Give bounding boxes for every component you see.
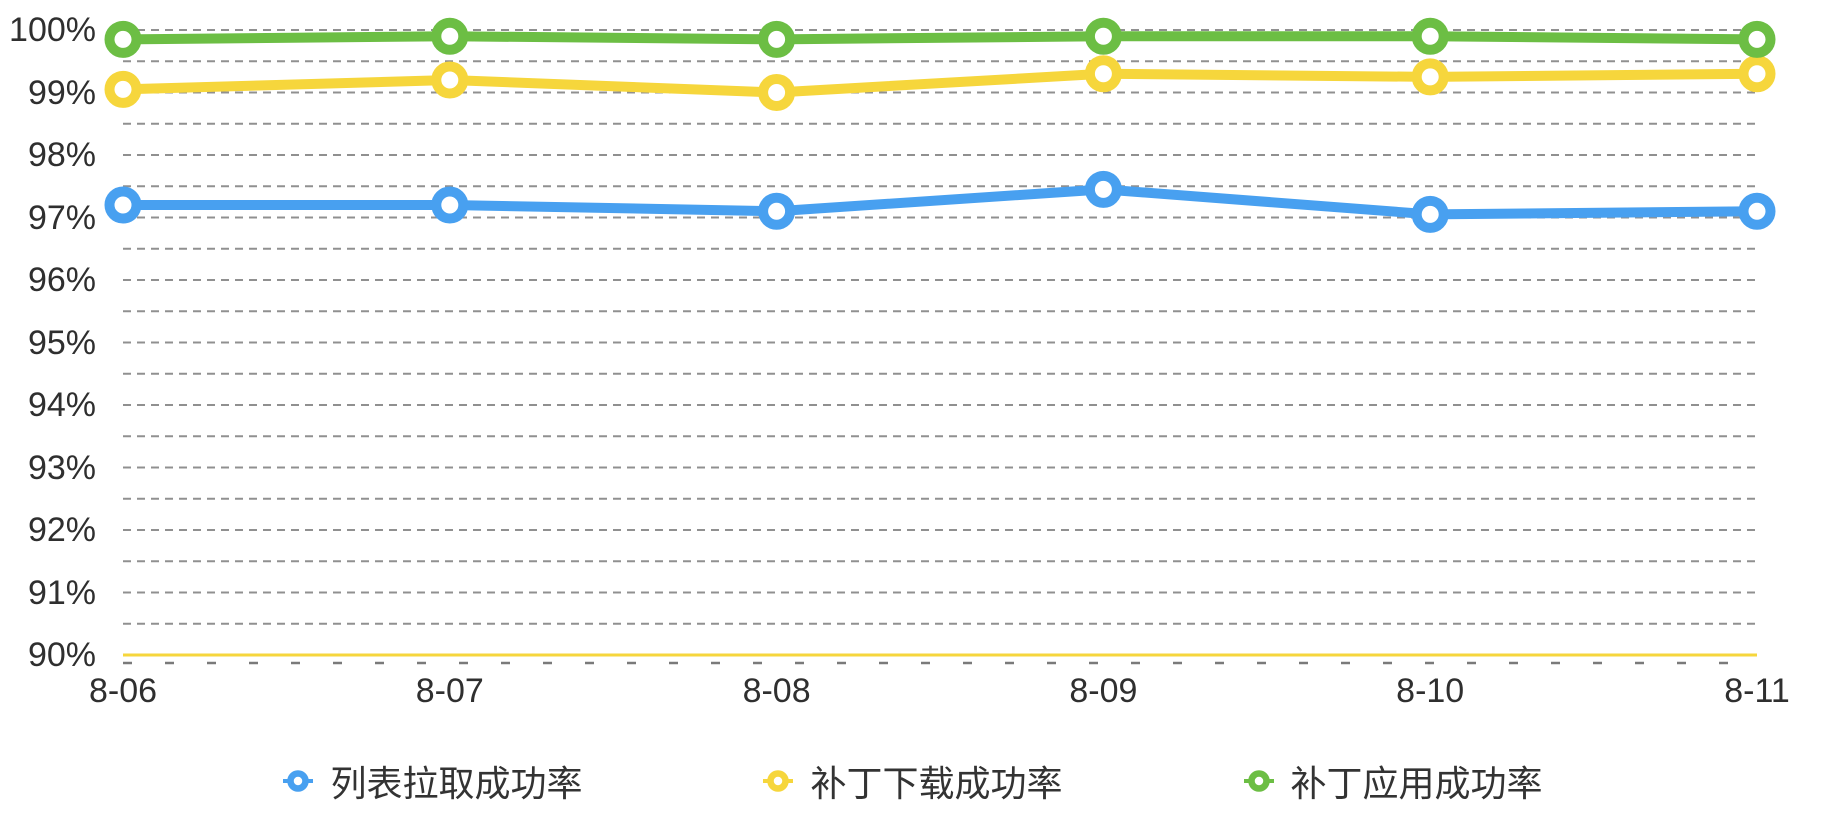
data-point-patch-apply-success-rate-8-10 [1411, 17, 1449, 55]
x-axis-label-8-07: 8-07 [415, 672, 484, 710]
y-axis-label-92: 92% [27, 511, 96, 549]
data-point-list-pull-success-rate-8-09 [1084, 170, 1122, 208]
legend-label-list-pull-success-rate: 列表拉取成功率 [330, 763, 583, 804]
data-point-patch-download-success-rate-8-09 [1084, 55, 1122, 93]
legend-item-patch-apply-success-rate[interactable]: 补丁应用成功率 [1243, 755, 1543, 807]
y-axis-label-95: 95% [27, 323, 96, 362]
data-point-patch-apply-success-rate-8-08 [758, 20, 796, 58]
legend-ring-marker-icon [763, 770, 794, 792]
data-point-list-pull-success-rate-8-07 [431, 186, 469, 224]
series-patch-apply-success-rate [104, 17, 1776, 58]
x-axis-label-8-11: 8-11 [1724, 672, 1790, 710]
legend-label-patch-apply-success-rate: 补丁应用成功率 [1290, 763, 1543, 804]
x-axis-label-8-08: 8-08 [742, 672, 811, 710]
data-point-patch-apply-success-rate-8-09 [1084, 17, 1122, 55]
y-axis-label-99: 99% [27, 73, 96, 112]
y-axis-label-94: 94% [27, 386, 96, 424]
data-point-list-pull-success-rate-8-06 [104, 186, 142, 224]
data-point-patch-download-success-rate-8-10 [1411, 58, 1449, 96]
y-axis-label-93: 93% [27, 448, 96, 487]
legend-ring-marker-icon [283, 770, 314, 792]
series-line-patch-apply-success-rate [118, 31, 1762, 45]
data-point-patch-apply-success-rate-8-06 [104, 20, 142, 58]
x-axis-label-8-10: 8-10 [1396, 672, 1465, 710]
legend-item-list-pull-success-rate[interactable]: 列表拉取成功率 [282, 755, 582, 807]
data-point-patch-download-success-rate-8-06 [104, 70, 142, 108]
data-point-patch-download-success-rate-8-08 [758, 74, 796, 111]
data-point-patch-download-success-rate-8-07 [431, 61, 469, 99]
legend: 列表拉取成功率 补丁下载成功率 补丁应用成功率 [0, 755, 1825, 807]
y-axis-label-91: 91% [27, 573, 96, 612]
x-axis-label-8-09: 8-09 [1069, 672, 1138, 710]
y-axis-label-98: 98% [27, 136, 96, 174]
gridlines [123, 29, 1757, 625]
y-axis-label-97: 97% [27, 198, 96, 237]
data-point-patch-apply-success-rate-8-11 [1738, 20, 1776, 58]
legend-label-patch-download-success-rate: 补丁下载成功率 [810, 763, 1063, 804]
legend-ring-marker-icon [1243, 770, 1274, 792]
data-point-patch-apply-success-rate-8-07 [431, 17, 469, 55]
x-axis-label-8-06: 8-06 [88, 672, 158, 710]
legend-item-patch-download-success-rate[interactable]: 补丁下载成功率 [762, 755, 1063, 807]
series-line-patch-download-success-rate [118, 68, 1762, 98]
data-point-list-pull-success-rate-8-11 [1738, 192, 1776, 230]
series-line-list-pull-success-rate [118, 184, 1762, 220]
series-patch-download-success-rate [104, 55, 1776, 111]
y-axis-label-100: 100% [9, 11, 96, 49]
y-axis-label-96: 96% [27, 261, 96, 299]
y-axis-label-90: 90% [27, 636, 96, 674]
data-point-list-pull-success-rate-8-08 [758, 192, 796, 230]
data-point-patch-download-success-rate-8-11 [1738, 55, 1776, 93]
data-point-list-pull-success-rate-8-10 [1411, 195, 1449, 233]
series-list-pull-success-rate [104, 170, 1776, 233]
